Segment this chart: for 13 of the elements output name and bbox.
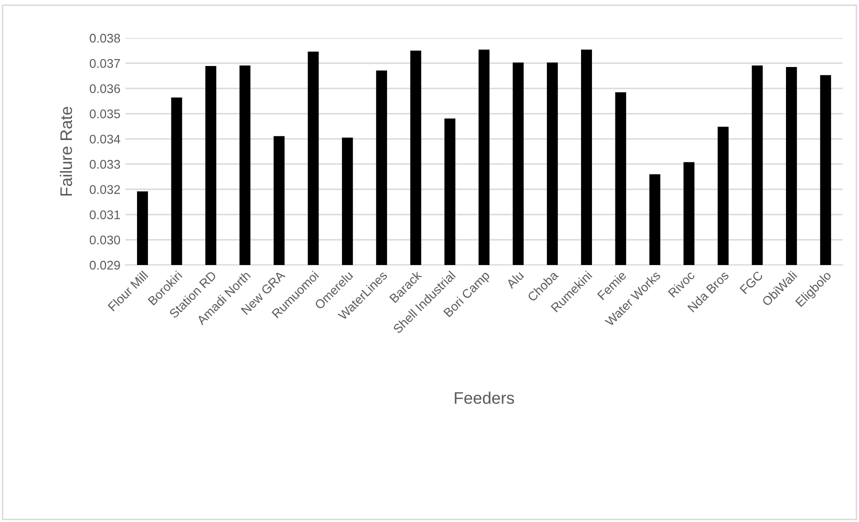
y-tick-label: 0.029 bbox=[90, 260, 120, 270]
y-tick-label: 0.034 bbox=[90, 134, 120, 144]
y-tick-label: 0.030 bbox=[90, 236, 120, 244]
y-tick-label: 0.037 bbox=[90, 59, 120, 68]
y-axis-title: Failure Rate bbox=[60, 106, 72, 196]
y-tick-label: 0.036 bbox=[90, 84, 120, 94]
x-tick-label: Alu bbox=[505, 270, 524, 290]
y-tick-label: 0.033 bbox=[90, 160, 120, 169]
y-tick-label: 0.031 bbox=[90, 210, 120, 220]
y-tick-label: 0.032 bbox=[90, 185, 120, 194]
x-axis-title: Feeders bbox=[454, 392, 514, 404]
y-tick-label: 0.038 bbox=[90, 34, 120, 43]
y-tick-label: 0.035 bbox=[90, 109, 120, 118]
